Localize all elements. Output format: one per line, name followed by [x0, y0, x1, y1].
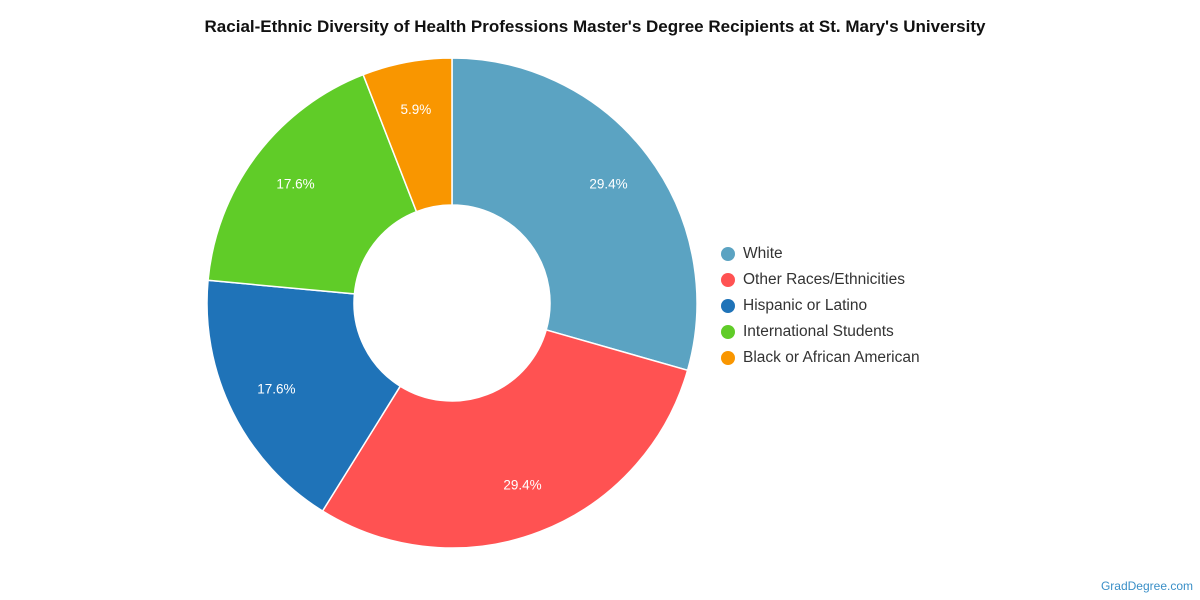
- legend-item-international[interactable]: International Students: [721, 319, 920, 345]
- legend-label-white: White: [743, 245, 783, 262]
- legend-swatch-other-races: [721, 273, 735, 287]
- legend-label-international: International Students: [743, 323, 894, 340]
- legend-swatch-black: [721, 351, 735, 365]
- legend-item-white[interactable]: White: [721, 241, 920, 267]
- slice-label-other-races-ethnicities: 29.4%: [503, 477, 541, 492]
- slice-label-black-or-african-american: 5.9%: [400, 102, 431, 117]
- legend-swatch-white: [721, 247, 735, 261]
- legend-item-black[interactable]: Black or African American: [721, 345, 920, 371]
- chart-legend: White Other Races/Ethnicities Hispanic o…: [721, 241, 920, 371]
- slice-international-students[interactable]: [207, 73, 418, 295]
- slice-label-international-students: 17.6%: [276, 177, 314, 192]
- legend-swatch-international: [721, 325, 735, 339]
- slice-hispanic-or-latino[interactable]: [206, 279, 402, 513]
- credit-link[interactable]: GradDegree.com: [1100, 579, 1193, 593]
- legend-item-hispanic[interactable]: Hispanic or Latino: [721, 293, 920, 319]
- slice-other-races-ethnicities[interactable]: [321, 328, 689, 549]
- legend-item-other-races[interactable]: Other Races/Ethnicities: [721, 267, 920, 293]
- slice-label-hispanic-or-latino: 17.6%: [257, 382, 295, 397]
- slice-black-or-african-american[interactable]: [362, 57, 453, 213]
- legend-label-other-races: Other Races/Ethnicities: [743, 271, 905, 288]
- legend-label-black: Black or African American: [743, 349, 920, 366]
- chart-title: Racial-Ethnic Diversity of Health Profes…: [204, 17, 986, 36]
- legend-swatch-hispanic: [721, 299, 735, 313]
- legend-label-hispanic: Hispanic or Latino: [743, 297, 868, 314]
- slice-label-white: 29.4%: [589, 177, 627, 192]
- slice-white[interactable]: [451, 57, 698, 372]
